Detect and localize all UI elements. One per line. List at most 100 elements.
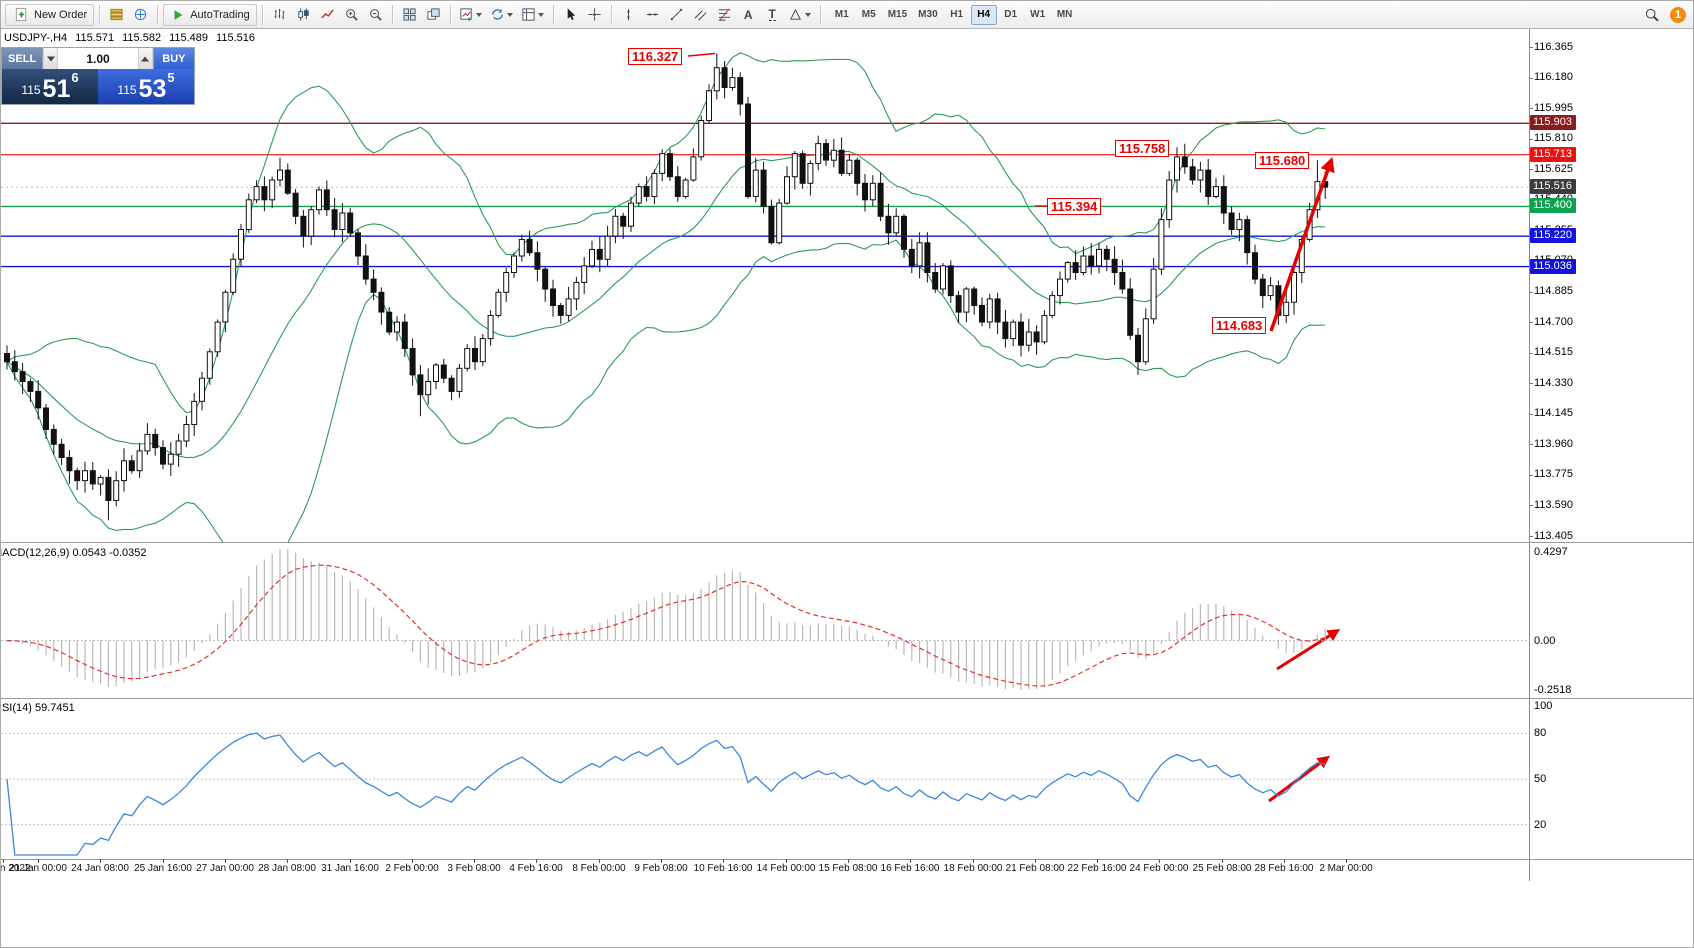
indicator-axis-label: 0.4297 <box>1534 546 1568 558</box>
panel-divider[interactable] <box>1 542 1693 543</box>
timeframe-M15[interactable]: M15 <box>887 9 908 20</box>
ask-big-digits: 53 <box>138 75 167 103</box>
cursor-icon[interactable] <box>559 4 582 26</box>
dropdown-caret-icon <box>507 13 514 20</box>
fibonacci-icon[interactable] <box>713 4 736 26</box>
vertical-line-icon[interactable] <box>617 4 640 26</box>
dropdown-caret-icon <box>805 13 812 20</box>
triangle-down-icon <box>46 56 55 65</box>
rsi-line <box>6 732 1326 856</box>
ask-pip-digit: 5 <box>167 70 175 86</box>
sell-price-button[interactable]: 115 51 6 <box>2 69 98 104</box>
timeframe-H1[interactable]: H1 <box>950 9 964 20</box>
volume-decrease-button[interactable] <box>43 48 58 70</box>
text-label-icon[interactable]: T <box>761 4 784 26</box>
rsi-panel-canvas[interactable] <box>1 699 1529 859</box>
chart-low: 115.489 <box>169 32 209 44</box>
timeframe-D1[interactable]: D1 <box>1004 9 1018 20</box>
navigator-icon[interactable] <box>129 4 152 26</box>
toolbar-separator <box>261 4 263 25</box>
timeframe-MN[interactable]: MN <box>1056 9 1073 20</box>
new-chart-button[interactable] <box>456 4 486 26</box>
price-axis-label: 114.330 <box>1534 377 1573 389</box>
equidistant-channel-icon[interactable] <box>689 4 712 26</box>
chart-high: 115.582 <box>122 32 162 44</box>
price-axis-badge: 115.516 <box>1530 179 1576 194</box>
search-icon[interactable] <box>1640 4 1663 26</box>
horizontal-line-icon[interactable] <box>641 4 664 26</box>
toolbar-group-chart-type <box>268 4 387 26</box>
time-axis-label: 24 Jan 08:00 <box>71 863 129 874</box>
dropdown-caret-icon <box>538 13 545 20</box>
buy-button[interactable]: BUY <box>152 48 194 70</box>
time-axis-divider <box>1 859 1693 860</box>
price-axis-label: 115.440 <box>1534 193 1573 205</box>
time-axis-label: 2 Mar 00:00 <box>1319 863 1373 874</box>
price-axis-label: 114.700 <box>1534 316 1573 328</box>
chart-open: 115.571 <box>75 32 115 44</box>
trend-arrow[interactable] <box>1276 628 1341 671</box>
one-click-trading-controls: SELL BUY <box>2 48 194 70</box>
toolbar-group-line-studies: A T <box>617 4 815 26</box>
trend-arrow[interactable] <box>1269 156 1335 332</box>
time-axis-label: 9 Feb 08:00 <box>634 863 688 874</box>
volume-input[interactable] <box>58 48 138 70</box>
time-axis-label: 21 Feb 08:00 <box>1005 863 1065 874</box>
profiles-button[interactable] <box>487 4 517 26</box>
toolbar-group-windows <box>398 4 445 26</box>
cascade-windows-icon[interactable] <box>422 4 445 26</box>
timeframe-M1[interactable]: M1 <box>834 9 849 20</box>
market-watch-icon[interactable] <box>105 4 128 26</box>
price-axis-label: 113.960 <box>1534 438 1573 450</box>
zoom-out-icon[interactable] <box>364 4 387 26</box>
notification-badge[interactable]: 1 <box>1670 6 1686 23</box>
toolbar-separator <box>819 4 821 25</box>
timeframe-W1[interactable]: W1 <box>1030 9 1046 20</box>
shapes-button[interactable] <box>785 4 815 26</box>
autotrading-button[interactable]: AutoTrading <box>163 3 257 26</box>
volume-increase-button[interactable] <box>138 48 153 70</box>
candles <box>4 53 1329 521</box>
line-chart-icon[interactable] <box>316 4 339 26</box>
sell-button[interactable]: SELL <box>2 48 44 70</box>
panel-divider[interactable] <box>1 698 1693 699</box>
price-axis-label: 116.365 <box>1534 41 1573 53</box>
time-axis-label: 31 Jan 16:00 <box>321 863 379 874</box>
price-axis-badge: 115.713 <box>1530 147 1576 162</box>
price-axis-badge: 115.400 <box>1530 198 1576 213</box>
price-axis-label: 114.885 <box>1534 285 1573 297</box>
candlestick-chart-icon[interactable] <box>292 4 315 26</box>
toolbar: New Order AutoTrading <box>1 1 1693 29</box>
indicator-axis-label: 80 <box>1534 727 1547 739</box>
time-axis-label: 21 Jan 00:00 <box>9 863 67 874</box>
timeframe-H4[interactable]: H4 <box>970 4 997 25</box>
trendline-icon[interactable] <box>665 4 688 26</box>
toolbar-separator <box>99 4 101 25</box>
tile-windows-icon[interactable] <box>398 4 421 26</box>
timeframe-M5[interactable]: M5 <box>861 9 876 20</box>
dropdown-caret-icon <box>476 13 483 20</box>
crosshair-icon[interactable] <box>583 4 606 26</box>
text-tool-icon[interactable]: A <box>737 4 760 26</box>
bar-chart-icon[interactable] <box>268 4 291 26</box>
zoom-in-icon[interactable] <box>340 4 363 26</box>
time-axis-label: 21 Jan 2022 <box>0 863 31 874</box>
templates-button[interactable] <box>518 4 548 26</box>
timeframe-toolbar: M1 M5 M15 M30 H1 H4 D1 W1 MN <box>829 4 1078 25</box>
new-order-button[interactable]: New Order <box>5 3 95 26</box>
price-chart-canvas[interactable] <box>1 29 1529 542</box>
indicator-axis-label: 50 <box>1534 773 1547 785</box>
time-axis-label: 16 Feb 16:00 <box>880 863 940 874</box>
timeframe-M30[interactable]: M30 <box>918 9 938 20</box>
toolbar-group-cursor <box>559 4 606 26</box>
time-axis-label: 25 Jan 16:00 <box>134 863 192 874</box>
chart-symbol-period: USDJPY-,H4 <box>4 32 68 44</box>
toolbar-separator <box>552 4 554 25</box>
toolbar-group-panels <box>105 4 152 26</box>
indicator-axis-label: 20 <box>1534 819 1547 831</box>
buy-price-button[interactable]: 115 53 5 <box>98 69 194 104</box>
price-axis-label: 115.810 <box>1534 132 1573 144</box>
macd-panel-canvas[interactable] <box>1 543 1529 698</box>
ask-prefix: 115 <box>117 83 137 97</box>
